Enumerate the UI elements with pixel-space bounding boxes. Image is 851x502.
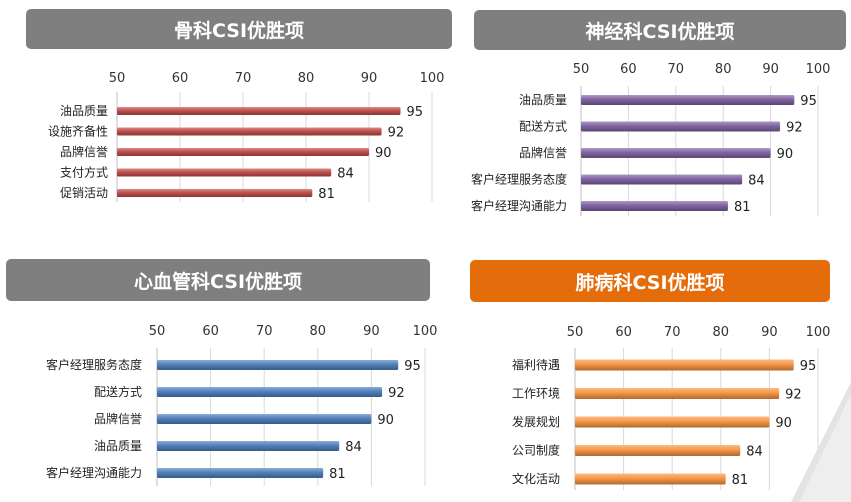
bar bbox=[581, 95, 795, 105]
category-label: 品牌信誉 bbox=[60, 145, 108, 159]
data-label: 95 bbox=[800, 359, 817, 374]
chart-title: 骨科CSI优胜项 bbox=[26, 9, 452, 49]
category-label: 公司制度 bbox=[512, 443, 560, 458]
category-label: 油品质量 bbox=[94, 439, 142, 453]
bar bbox=[581, 201, 728, 211]
x-tick-label: 60 bbox=[620, 62, 637, 77]
data-label: 84 bbox=[345, 440, 362, 455]
x-tick-label: 80 bbox=[298, 71, 315, 86]
data-label: 81 bbox=[732, 473, 749, 488]
x-tick-label: 90 bbox=[363, 324, 380, 339]
x-tick-label: 90 bbox=[361, 71, 378, 86]
bar bbox=[117, 189, 313, 197]
bar bbox=[157, 360, 399, 370]
bar bbox=[117, 168, 332, 177]
category-label: 设施齐备性 bbox=[48, 124, 108, 139]
data-label: 95 bbox=[407, 105, 424, 120]
category-label: 工作环境 bbox=[512, 386, 560, 401]
x-tick-label: 50 bbox=[109, 71, 126, 86]
bar-chart: 50 60 70 80 90 100 油品质量 95 设施齐备性 92 品牌信誉 90 支付方式 84 促销… bbox=[48, 71, 445, 202]
data-label: 95 bbox=[800, 94, 817, 109]
data-label: 92 bbox=[786, 121, 803, 136]
x-tick-label: 80 bbox=[715, 62, 732, 77]
data-label: 84 bbox=[746, 445, 763, 460]
corner-decoration bbox=[791, 382, 851, 502]
data-label: 81 bbox=[329, 467, 346, 482]
chart-title: 神经科CSI优胜项 bbox=[474, 10, 846, 50]
bar-chart: 50 60 70 80 90 100 客户经理服务态度 95 配送方式 92 品牌信誉 90 油品质量 8… bbox=[46, 324, 438, 486]
x-tick-label: 70 bbox=[668, 62, 685, 77]
bar bbox=[581, 148, 771, 158]
x-tick-label: 50 bbox=[149, 324, 166, 339]
x-tick-label: 100 bbox=[413, 324, 438, 339]
x-tick-label: 70 bbox=[235, 71, 252, 86]
bar bbox=[575, 416, 770, 428]
bar-chart: 50 60 70 80 90 100 福利待遇 95 工作环境 92 发展规划 90 公司制度 84 文化活… bbox=[512, 325, 831, 490]
bar bbox=[575, 473, 726, 485]
chart-title: 心血管科CSI优胜项 bbox=[6, 259, 430, 301]
bar bbox=[157, 414, 372, 424]
category-label: 油品质量 bbox=[60, 104, 108, 118]
category-label: 发展规划 bbox=[512, 414, 560, 429]
bar bbox=[117, 127, 382, 136]
x-tick-label: 50 bbox=[567, 325, 584, 340]
category-label: 客户经理沟通能力 bbox=[46, 465, 142, 480]
data-label: 84 bbox=[337, 167, 354, 182]
x-tick-label: 60 bbox=[615, 325, 632, 340]
x-tick-label: 100 bbox=[806, 62, 831, 77]
category-label: 品牌信誉 bbox=[519, 146, 567, 160]
bar bbox=[581, 121, 781, 132]
data-label: 95 bbox=[404, 359, 421, 374]
bar-chart: 50 60 70 80 90 100 油品质量 95 配送方式 92 品牌信誉 90 客户经理服务态度 8… bbox=[471, 62, 831, 216]
category-label: 文化活动 bbox=[512, 471, 560, 486]
data-label: 90 bbox=[375, 146, 392, 161]
bar bbox=[575, 388, 780, 399]
category-label: 福利待遇 bbox=[512, 357, 560, 372]
data-label: 90 bbox=[777, 147, 794, 162]
data-label: 84 bbox=[748, 174, 765, 189]
x-tick-label: 70 bbox=[664, 325, 681, 340]
bar bbox=[157, 387, 383, 397]
data-label: 90 bbox=[775, 416, 792, 431]
x-tick-label: 80 bbox=[713, 325, 730, 340]
bar bbox=[575, 359, 794, 371]
data-label: 90 bbox=[377, 413, 394, 428]
x-tick-label: 70 bbox=[256, 324, 273, 339]
bar bbox=[157, 441, 340, 451]
bar bbox=[157, 468, 324, 478]
data-label: 92 bbox=[388, 126, 405, 141]
x-tick-label: 60 bbox=[202, 324, 219, 339]
bar bbox=[581, 174, 743, 185]
category-label: 配送方式 bbox=[519, 119, 567, 134]
category-label: 油品质量 bbox=[519, 93, 567, 107]
category-label: 客户经理服务态度 bbox=[46, 357, 142, 372]
category-label: 支付方式 bbox=[60, 165, 108, 180]
category-label: 品牌信誉 bbox=[94, 412, 142, 426]
x-tick-label: 90 bbox=[762, 62, 779, 77]
category-label: 配送方式 bbox=[94, 384, 142, 399]
x-tick-label: 100 bbox=[806, 325, 831, 340]
x-tick-label: 60 bbox=[172, 71, 189, 86]
data-label: 81 bbox=[318, 187, 335, 202]
x-tick-label: 90 bbox=[761, 325, 778, 340]
category-label: 客户经理沟通能力 bbox=[471, 198, 567, 213]
bar bbox=[575, 445, 741, 456]
data-label: 81 bbox=[734, 200, 751, 215]
category-label: 客户经理服务态度 bbox=[471, 172, 567, 187]
data-label: 92 bbox=[388, 386, 405, 401]
x-tick-label: 80 bbox=[310, 324, 327, 339]
data-label: 92 bbox=[785, 388, 802, 403]
bar bbox=[117, 148, 369, 156]
bar bbox=[117, 107, 401, 115]
x-tick-label: 100 bbox=[420, 71, 445, 86]
category-label: 促销活动 bbox=[60, 186, 108, 200]
chart-title: 肺病科CSI优胜项 bbox=[470, 260, 830, 302]
x-tick-label: 50 bbox=[573, 62, 590, 77]
